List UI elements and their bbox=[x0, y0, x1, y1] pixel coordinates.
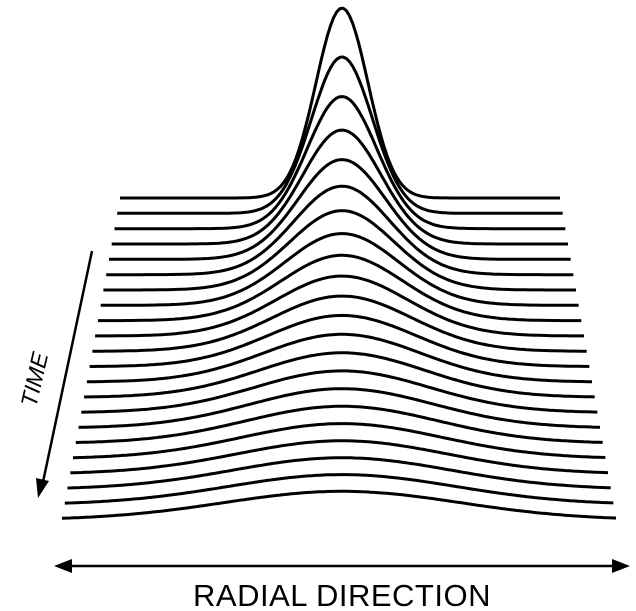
profile-stack bbox=[61, 6, 617, 520]
profile-curve bbox=[120, 6, 560, 200]
profile-curve bbox=[92, 294, 587, 353]
profile-curve bbox=[78, 387, 600, 429]
profile-curve bbox=[109, 158, 571, 261]
profile-curve bbox=[64, 473, 614, 505]
radial-direction-label: RADIAL DIRECTION bbox=[193, 578, 491, 611]
time-arrow bbox=[36, 250, 94, 498]
profile-curve bbox=[67, 456, 611, 490]
profile-curve bbox=[81, 369, 598, 414]
profile-curve bbox=[75, 404, 603, 444]
profile-curve bbox=[89, 313, 590, 368]
profile-curve bbox=[117, 55, 563, 215]
profile-curve bbox=[114, 95, 566, 231]
profile-curve bbox=[111, 128, 568, 246]
profile-curve bbox=[86, 332, 592, 384]
profile-curve bbox=[103, 209, 576, 292]
radial-direction-arrow bbox=[54, 559, 630, 573]
profile-curve bbox=[61, 489, 617, 520]
profile-curve bbox=[97, 253, 582, 323]
profile-curve bbox=[84, 351, 595, 399]
time-label: TIME bbox=[16, 349, 54, 409]
profile-curve bbox=[70, 439, 609, 475]
profile-curve bbox=[100, 232, 579, 307]
profile-curve bbox=[72, 422, 606, 460]
profile-curve bbox=[106, 184, 574, 277]
profile-curve bbox=[95, 274, 584, 338]
